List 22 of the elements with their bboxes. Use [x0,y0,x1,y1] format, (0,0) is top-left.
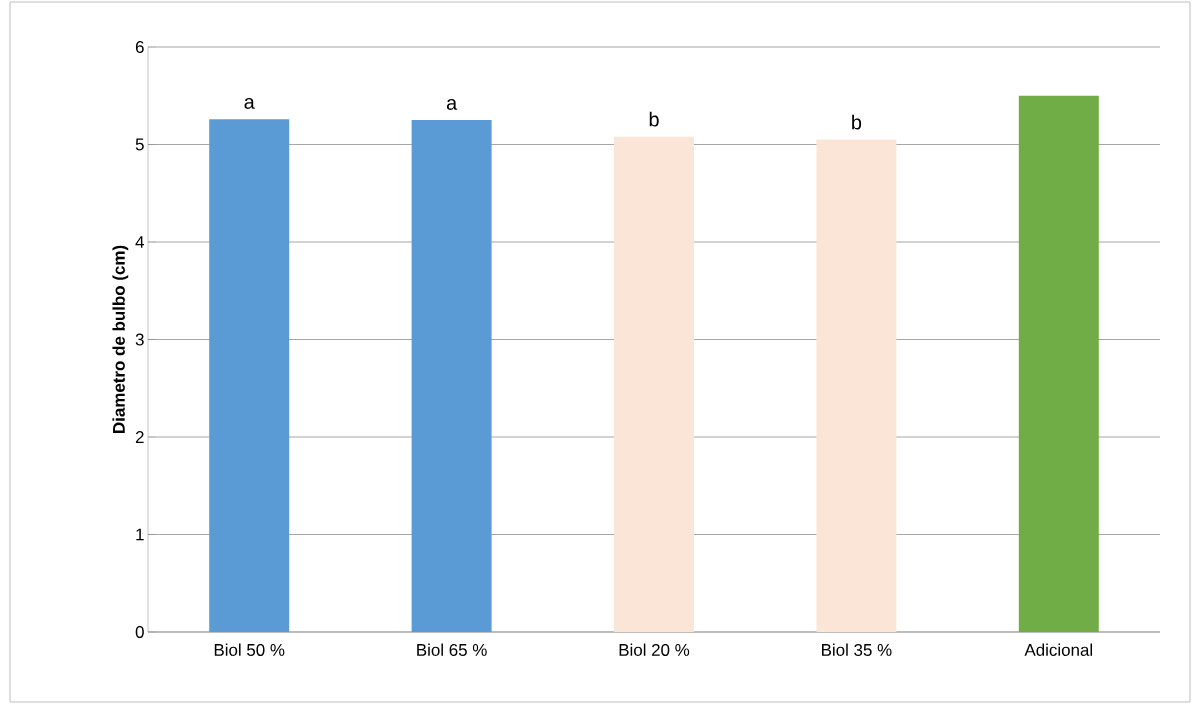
y-tick-label: 6 [135,40,144,53]
y-tick-label: 4 [135,236,144,248]
annotation: b [649,111,659,127]
bar [411,120,492,632]
y-tick-label: 1 [136,528,144,541]
y-axis-title: Diametro de bulbo (cm) [112,245,129,433]
x-tick-label: Biol 20 % [619,643,690,656]
annotation: a [244,98,255,109]
bar [1018,95,1099,632]
y-tick-label: 0 [135,625,144,638]
bar [209,119,290,632]
y-tick-label: 3 [135,333,144,346]
y-tick-label: 5 [135,138,144,151]
bar [816,139,897,632]
x-tick-label: Biol 65 % [417,643,487,656]
x-tick-label: Adicional [1024,643,1093,656]
annotation: a [446,99,458,110]
x-tick-label: Biol 35 % [822,643,892,656]
y-tick-label: 2 [135,431,144,443]
annotation: b [852,114,862,130]
bar [614,136,694,632]
x-tick-label: Biol 50 % [214,643,285,656]
